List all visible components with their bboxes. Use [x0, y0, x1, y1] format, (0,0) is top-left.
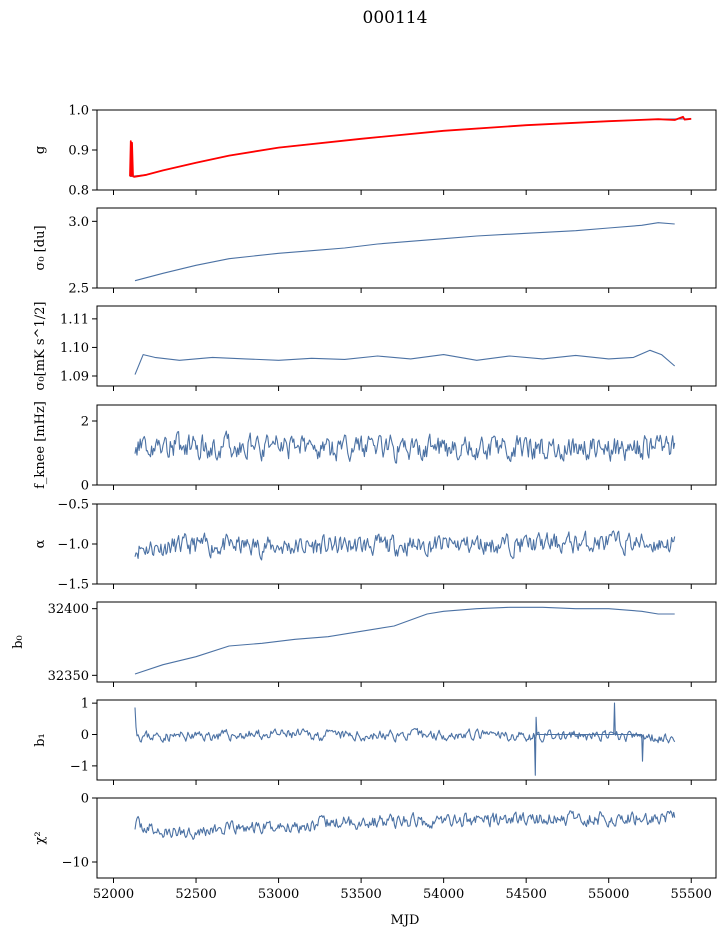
y-tick-label: 0.8	[68, 184, 89, 199]
series-line-0-0	[129, 118, 692, 177]
panel-1: 2.5 3.0 σ₀ [du]	[33, 207, 717, 297]
x-tick-label: 52500	[175, 887, 216, 902]
y-axis-label: σ₀ [du]	[33, 225, 48, 270]
y-axis-label: χ²	[33, 831, 48, 844]
y-tick-label: 3.0	[68, 215, 89, 230]
y-tick-label: 1.09	[60, 370, 89, 385]
y-axis-label: b₁	[33, 733, 48, 747]
y-tick-label: 1.0	[68, 104, 89, 119]
x-tick-label: 54500	[505, 887, 546, 902]
panel-7: −10 0 52000 52500 53000 53500 54000 54500 55000 5…	[33, 792, 717, 902]
y-tick-label: 0	[81, 479, 89, 494]
y-tick-label: 1.10	[60, 341, 89, 356]
x-axis-label: MJD	[391, 913, 420, 928]
panel-frame	[96, 699, 717, 781]
x-tick-label: 53000	[258, 887, 299, 902]
panel-frame	[96, 305, 717, 387]
x-tick-label: 55500	[671, 887, 712, 902]
y-axis-label: α	[33, 539, 48, 548]
x-tick-label: 53500	[340, 887, 381, 902]
panel-frame	[96, 797, 717, 879]
y-tick-label: −1.5	[57, 578, 89, 593]
panel-5: 32350 32400 b₀	[11, 601, 717, 687]
series-line-4-0	[134, 530, 676, 561]
y-tick-label: −1	[70, 759, 89, 774]
y-tick-label: 0.9	[68, 144, 89, 159]
y-axis-label: σ₀[mK s^1/2]	[33, 302, 48, 391]
series-line-1-0	[134, 222, 675, 282]
series-line-5-0	[134, 606, 675, 675]
panel-3: 0 2 f_knee [mHz]	[33, 401, 717, 494]
panel-4: −1.5 −1.0 −0.5 α	[33, 498, 717, 593]
series-line-2-0	[134, 349, 676, 375]
y-tick-label: 32350	[48, 669, 89, 684]
y-axis-label: g	[33, 146, 48, 154]
y-tick-label: 2	[81, 415, 89, 430]
y-tick-label: 32400	[48, 602, 89, 617]
figure-title: 000114	[363, 8, 428, 28]
panel-frame	[96, 404, 717, 486]
y-tick-label: 2.5	[68, 282, 89, 297]
panel-frame	[96, 207, 717, 289]
y-tick-label: −10	[62, 856, 89, 871]
series-line-6-0	[134, 707, 676, 744]
y-axis-label: f_knee [mHz]	[33, 401, 48, 489]
y-tick-label: 0	[81, 792, 89, 807]
series-line-0-1	[129, 115, 692, 178]
panel-2: 1.09 1.10 1.11 σ₀[mK s^1/2]	[33, 302, 717, 391]
y-tick-label: 0	[81, 728, 89, 743]
panel-frame	[96, 601, 717, 683]
x-tick-label: 54000	[423, 887, 464, 902]
series-line-3-0	[134, 430, 676, 464]
y-tick-label: −0.5	[57, 498, 89, 513]
y-tick-label: −1.0	[57, 538, 89, 553]
series-line-7-0	[134, 810, 676, 840]
x-tick-label: 55000	[588, 887, 629, 902]
panel-frame	[96, 503, 717, 585]
x-tick-label: 52000	[93, 887, 134, 902]
panel-6: −1 0 1 b₁	[33, 697, 717, 785]
panel-0: 0.8 0.9 1.0 g	[33, 104, 717, 199]
y-tick-label: 1	[81, 697, 89, 712]
series-line-6-1	[533, 702, 644, 776]
subplot-stack: 0.8 0.9 1.0 g 2.5 3.0 σ₀ [du] 1.09 1.10 1.11 σ₀[mK…	[11, 104, 717, 902]
y-tick-label: 1.11	[60, 312, 89, 327]
y-axis-label: b₀	[11, 635, 26, 649]
panel-frame	[96, 109, 717, 191]
